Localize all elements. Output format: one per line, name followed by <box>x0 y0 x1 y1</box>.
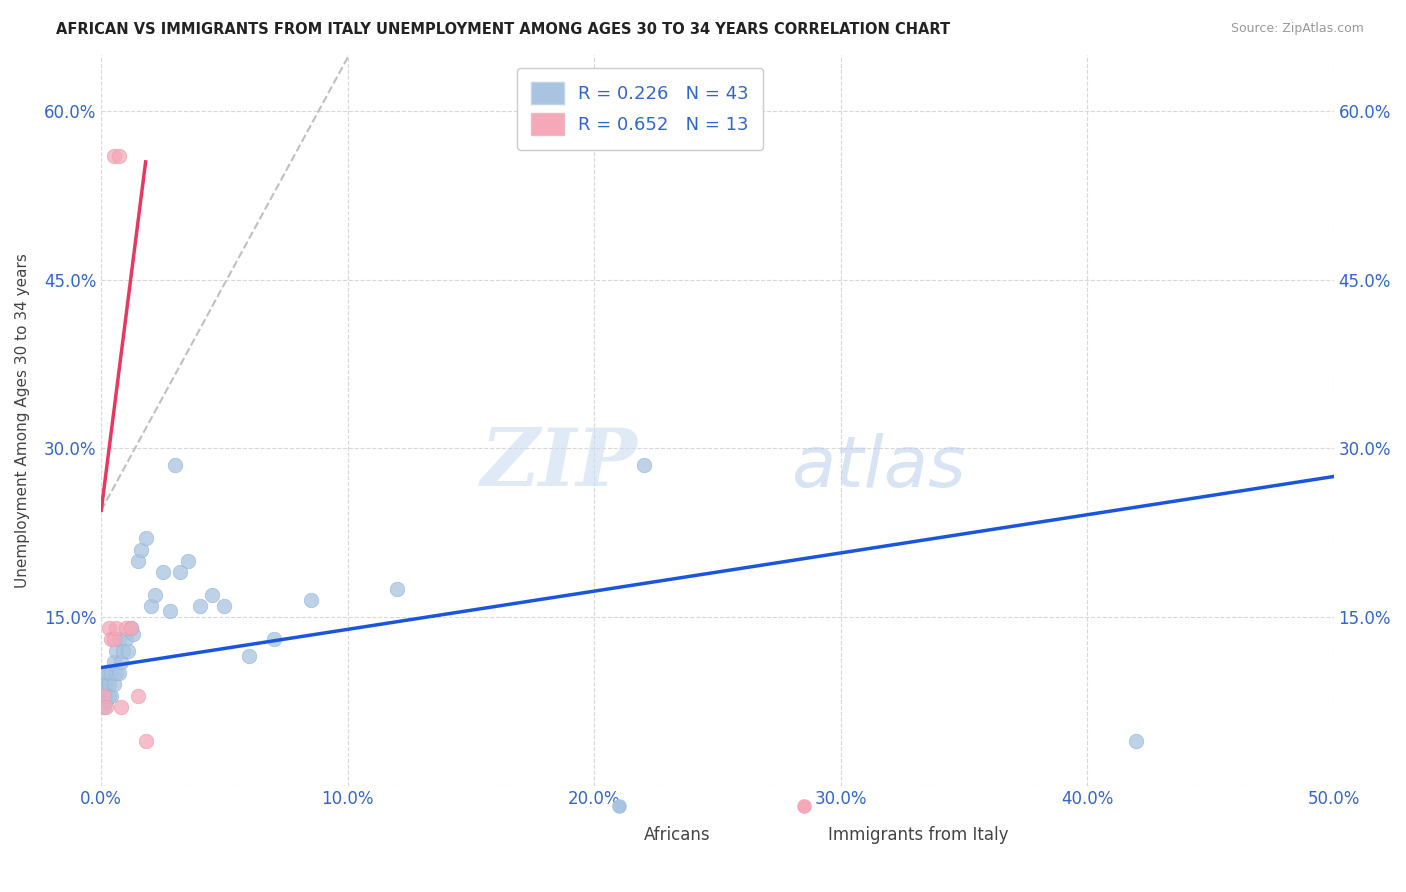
Point <box>93 689 115 703</box>
Point <box>96 699 118 714</box>
Point <box>93 677 115 691</box>
Point <box>122 627 145 641</box>
Point <box>103 677 125 691</box>
Point <box>127 554 149 568</box>
Point <box>110 655 132 669</box>
Point <box>176 554 198 568</box>
Point <box>105 621 128 635</box>
Point <box>93 689 115 703</box>
Point <box>1125 733 1147 747</box>
Point <box>107 666 129 681</box>
Point <box>633 458 655 473</box>
Point <box>97 621 120 635</box>
Point <box>139 599 162 613</box>
Point <box>100 632 122 647</box>
Point <box>135 733 157 747</box>
Point <box>97 677 120 691</box>
Point <box>115 632 138 647</box>
Point <box>238 649 260 664</box>
Point <box>263 632 285 647</box>
Point <box>214 599 236 613</box>
Point <box>96 666 118 681</box>
Point <box>96 677 118 691</box>
Point <box>97 689 120 703</box>
Legend: R = 0.226   N = 43, R = 0.652   N = 13: R = 0.226 N = 43, R = 0.652 N = 13 <box>517 68 763 150</box>
Text: Source: ZipAtlas.com: Source: ZipAtlas.com <box>1230 22 1364 36</box>
Text: atlas: atlas <box>792 434 966 502</box>
Point <box>105 643 128 657</box>
Point <box>100 689 122 703</box>
Text: AFRICAN VS IMMIGRANTS FROM ITALY UNEMPLOYMENT AMONG AGES 30 TO 34 YEARS CORRELAT: AFRICAN VS IMMIGRANTS FROM ITALY UNEMPLO… <box>56 22 950 37</box>
Point <box>107 632 129 647</box>
Point <box>97 666 120 681</box>
Point <box>112 643 135 657</box>
Point <box>120 621 142 635</box>
Point <box>135 532 157 546</box>
Point <box>120 621 142 635</box>
Point <box>103 149 125 163</box>
Point <box>201 587 224 601</box>
Point <box>1125 810 1147 824</box>
Point <box>159 604 181 618</box>
Point <box>188 599 211 613</box>
Point <box>169 565 191 579</box>
Y-axis label: Unemployment Among Ages 30 to 34 years: Unemployment Among Ages 30 to 34 years <box>15 253 30 588</box>
Point <box>105 666 128 681</box>
Point <box>117 643 139 657</box>
Point <box>152 565 174 579</box>
Point <box>145 587 167 601</box>
Point <box>107 149 129 163</box>
Point <box>103 655 125 669</box>
Point <box>127 689 149 703</box>
Point <box>115 621 138 635</box>
Point <box>385 582 408 596</box>
Point <box>100 666 122 681</box>
Text: Africans: Africans <box>644 826 710 844</box>
Text: Immigrants from Italy: Immigrants from Italy <box>828 826 1010 844</box>
Text: ZIP: ZIP <box>481 425 637 503</box>
Point <box>96 694 118 708</box>
Point <box>129 542 152 557</box>
Point <box>103 632 125 647</box>
Point <box>110 699 132 714</box>
Point <box>93 699 115 714</box>
Point <box>96 683 118 698</box>
Point <box>165 458 187 473</box>
Point <box>299 593 322 607</box>
